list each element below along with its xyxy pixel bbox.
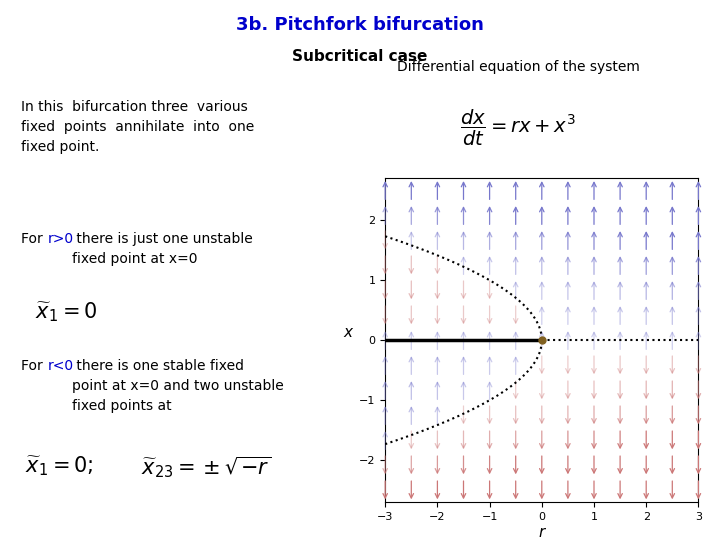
Text: For: For — [22, 232, 48, 246]
Text: there is one stable fixed
point at x=0 and two unstable
fixed points at: there is one stable fixed point at x=0 a… — [73, 359, 284, 413]
Text: Differential equation of the system: Differential equation of the system — [397, 60, 639, 74]
X-axis label: r: r — [539, 525, 545, 539]
Text: Subcritical case: Subcritical case — [292, 49, 428, 64]
Text: In this  bifurcation three  various
fixed  points  annihilate  into  one
fixed p: In this bifurcation three various fixed … — [22, 100, 255, 154]
Text: $\dfrac{dx}{dt} = rx + x^3$: $\dfrac{dx}{dt} = rx + x^3$ — [460, 107, 576, 147]
Text: $\widetilde{x}_1 = 0$: $\widetilde{x}_1 = 0$ — [35, 300, 98, 323]
Y-axis label: x: x — [343, 325, 352, 340]
Text: $\widetilde{x}_1 = 0;$: $\widetilde{x}_1 = 0;$ — [24, 454, 94, 478]
Text: 3b. Pitchfork bifurcation: 3b. Pitchfork bifurcation — [236, 16, 484, 34]
Text: r<0: r<0 — [48, 359, 74, 373]
Text: $\widetilde{x}_{23} = \pm\sqrt{-r}$: $\widetilde{x}_{23} = \pm\sqrt{-r}$ — [141, 454, 271, 480]
Text: there is just one unstable
fixed point at x=0: there is just one unstable fixed point a… — [73, 232, 253, 266]
Text: r>0: r>0 — [48, 232, 74, 246]
Text: For: For — [22, 359, 48, 373]
